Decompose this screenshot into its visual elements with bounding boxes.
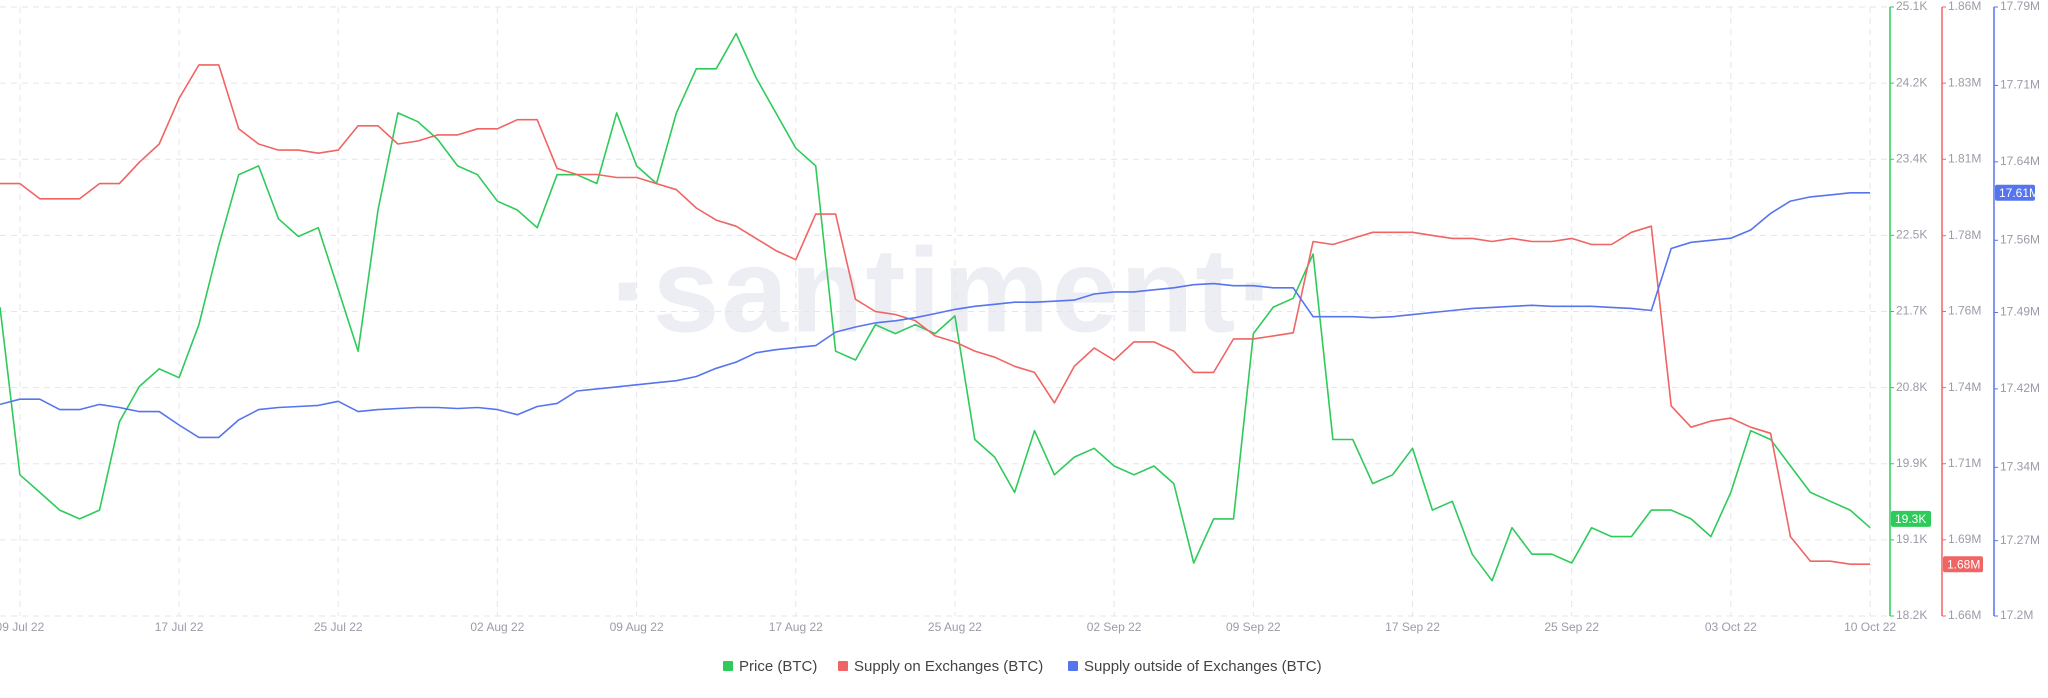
legend-swatch bbox=[723, 661, 733, 671]
y-tick-label: 1.86M bbox=[1948, 0, 1981, 13]
y-tick-label: 17.42M bbox=[2000, 381, 2040, 395]
x-tick-label: 25 Aug 22 bbox=[928, 620, 982, 634]
x-tick-label: 02 Sep 22 bbox=[1087, 620, 1142, 634]
y-tick-label: 23.4K bbox=[1896, 151, 1927, 165]
x-tick-label: 10 Oct 22 bbox=[1844, 620, 1896, 634]
y-tick-label: 24.2K bbox=[1896, 75, 1927, 89]
legend-swatch bbox=[838, 661, 848, 671]
y-tick-label: 20.8K bbox=[1896, 380, 1927, 394]
x-tick-label: 09 Sep 22 bbox=[1226, 620, 1281, 634]
x-tick-label: 17 Jul 22 bbox=[155, 620, 204, 634]
y-tick-label: 18.2K bbox=[1896, 608, 1927, 622]
x-tick-label: 02 Aug 22 bbox=[470, 620, 524, 634]
x-tick-label: 17 Aug 22 bbox=[769, 620, 823, 634]
series-line bbox=[0, 64, 1871, 565]
legend-label: Price (BTC) bbox=[739, 658, 817, 675]
legend-label: Supply on Exchanges (BTC) bbox=[854, 658, 1043, 675]
x-tick-label: 17 Sep 22 bbox=[1385, 620, 1440, 634]
series-line bbox=[0, 192, 1871, 439]
y-tick-label: 19.1K bbox=[1896, 532, 1927, 546]
x-tick-label: 09 Aug 22 bbox=[610, 620, 664, 634]
y-tick-label: 17.71M bbox=[2000, 78, 2040, 92]
y-tick-label: 1.83M bbox=[1948, 75, 1981, 89]
x-tick-label: 25 Sep 22 bbox=[1544, 620, 1599, 634]
current-value-badge bbox=[1995, 184, 2035, 201]
y-tick-label: 1.81M bbox=[1948, 151, 1981, 165]
y-tick-label: 17.2M bbox=[2000, 608, 2033, 622]
current-value-badge bbox=[1943, 556, 1983, 573]
current-value-badge bbox=[1891, 510, 1931, 527]
y-tick-label: 1.71M bbox=[1948, 456, 1981, 470]
y-tick-label: 17.27M bbox=[2000, 533, 2040, 547]
y-tick-label: 19.9K bbox=[1896, 456, 1927, 470]
y-tick-label: 17.49M bbox=[2000, 305, 2040, 319]
y-tick-label: 1.69M bbox=[1948, 532, 1981, 546]
y-tick-label: 25.1K bbox=[1896, 0, 1927, 13]
x-tick-label: 25 Jul 22 bbox=[314, 620, 363, 634]
y-tick-label: 17.64M bbox=[2000, 154, 2040, 168]
y-tick-label: 21.7K bbox=[1896, 304, 1927, 318]
y-tick-label: 1.78M bbox=[1948, 228, 1981, 242]
watermark: ·santiment· bbox=[611, 224, 1280, 358]
current-value-label: 1.68M bbox=[1947, 557, 1980, 571]
y-tick-label: 1.76M bbox=[1948, 304, 1981, 318]
x-tick-label: 03 Oct 22 bbox=[1705, 620, 1757, 634]
y-tick-label: 1.66M bbox=[1948, 608, 1981, 622]
y-tick-label: 22.5K bbox=[1896, 228, 1927, 242]
series-line bbox=[0, 32, 1871, 582]
y-tick-label: 1.74M bbox=[1948, 380, 1981, 394]
legend-swatch bbox=[1068, 661, 1078, 671]
current-value-label: 19.3K bbox=[1895, 512, 1926, 526]
current-value-label: 17.61M bbox=[1999, 186, 2039, 200]
legend-label: Supply outside of Exchanges (BTC) bbox=[1084, 658, 1322, 675]
x-tick-label: 09 Jul 22 bbox=[0, 620, 45, 634]
y-tick-label: 17.34M bbox=[2000, 460, 2040, 474]
y-tick-label: 17.79M bbox=[2000, 0, 2040, 13]
y-tick-label: 17.56M bbox=[2000, 232, 2040, 246]
